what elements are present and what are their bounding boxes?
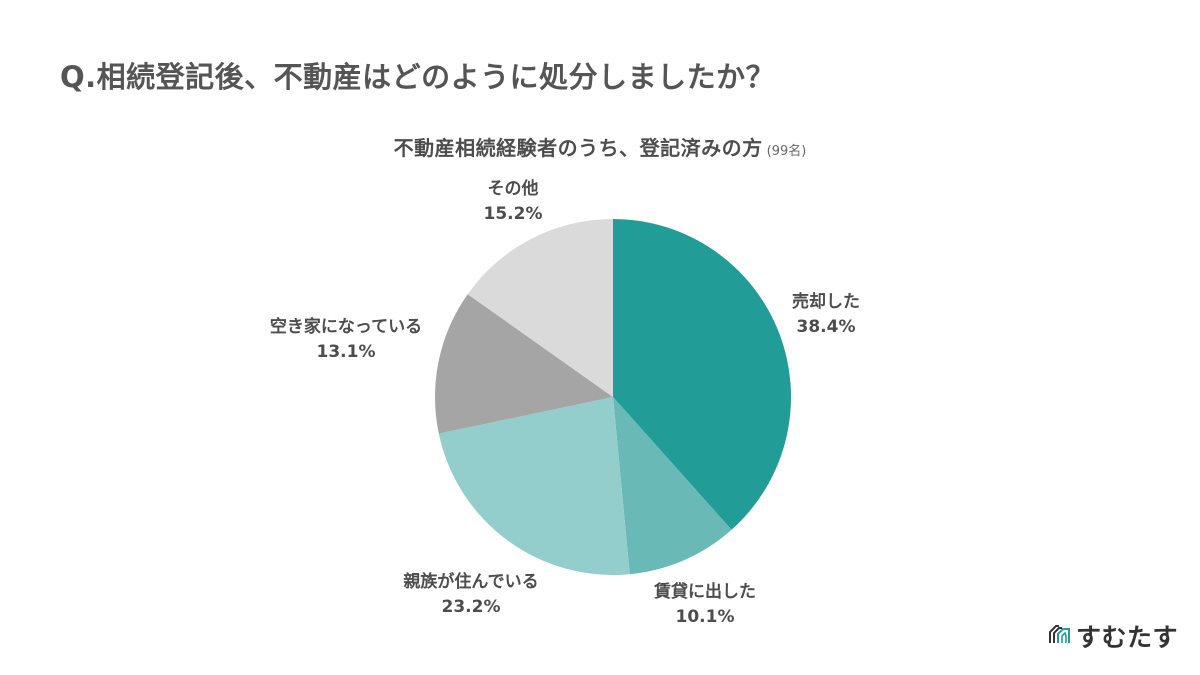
logo-text: すむたす (1076, 623, 1179, 652)
brand-logo: すむたす (1048, 618, 1178, 654)
slice-label-sold: 売却した 38.4% (792, 292, 860, 337)
slice-label-vacant: 空き家になっている 13.1% (269, 317, 423, 362)
slice-rented (613, 397, 732, 575)
slice-relatives-living (438, 397, 630, 576)
subtitle-main: 不動産相続経験者のうち、登記済みの方 (393, 136, 763, 160)
question-title: Q.相続登記後、不動産はどのように処分しましたか？ (60, 60, 776, 94)
chart-subtitle: 不動産相続経験者のうち、登記済みの方 (99名) (0, 132, 1200, 161)
slice-label-relatives-living: 親族が住んでいる 23.2% (403, 572, 539, 617)
slice-label-other: その他 15.2% (483, 179, 543, 224)
house-outline-logo-icon (1048, 623, 1072, 649)
respondent-count: (99名) (766, 144, 807, 159)
slice-vacant (434, 294, 613, 434)
slice-sold (613, 219, 792, 530)
slice-other (467, 219, 613, 397)
slice-label-rented: 賃貸に出した 10.1% (654, 582, 756, 627)
